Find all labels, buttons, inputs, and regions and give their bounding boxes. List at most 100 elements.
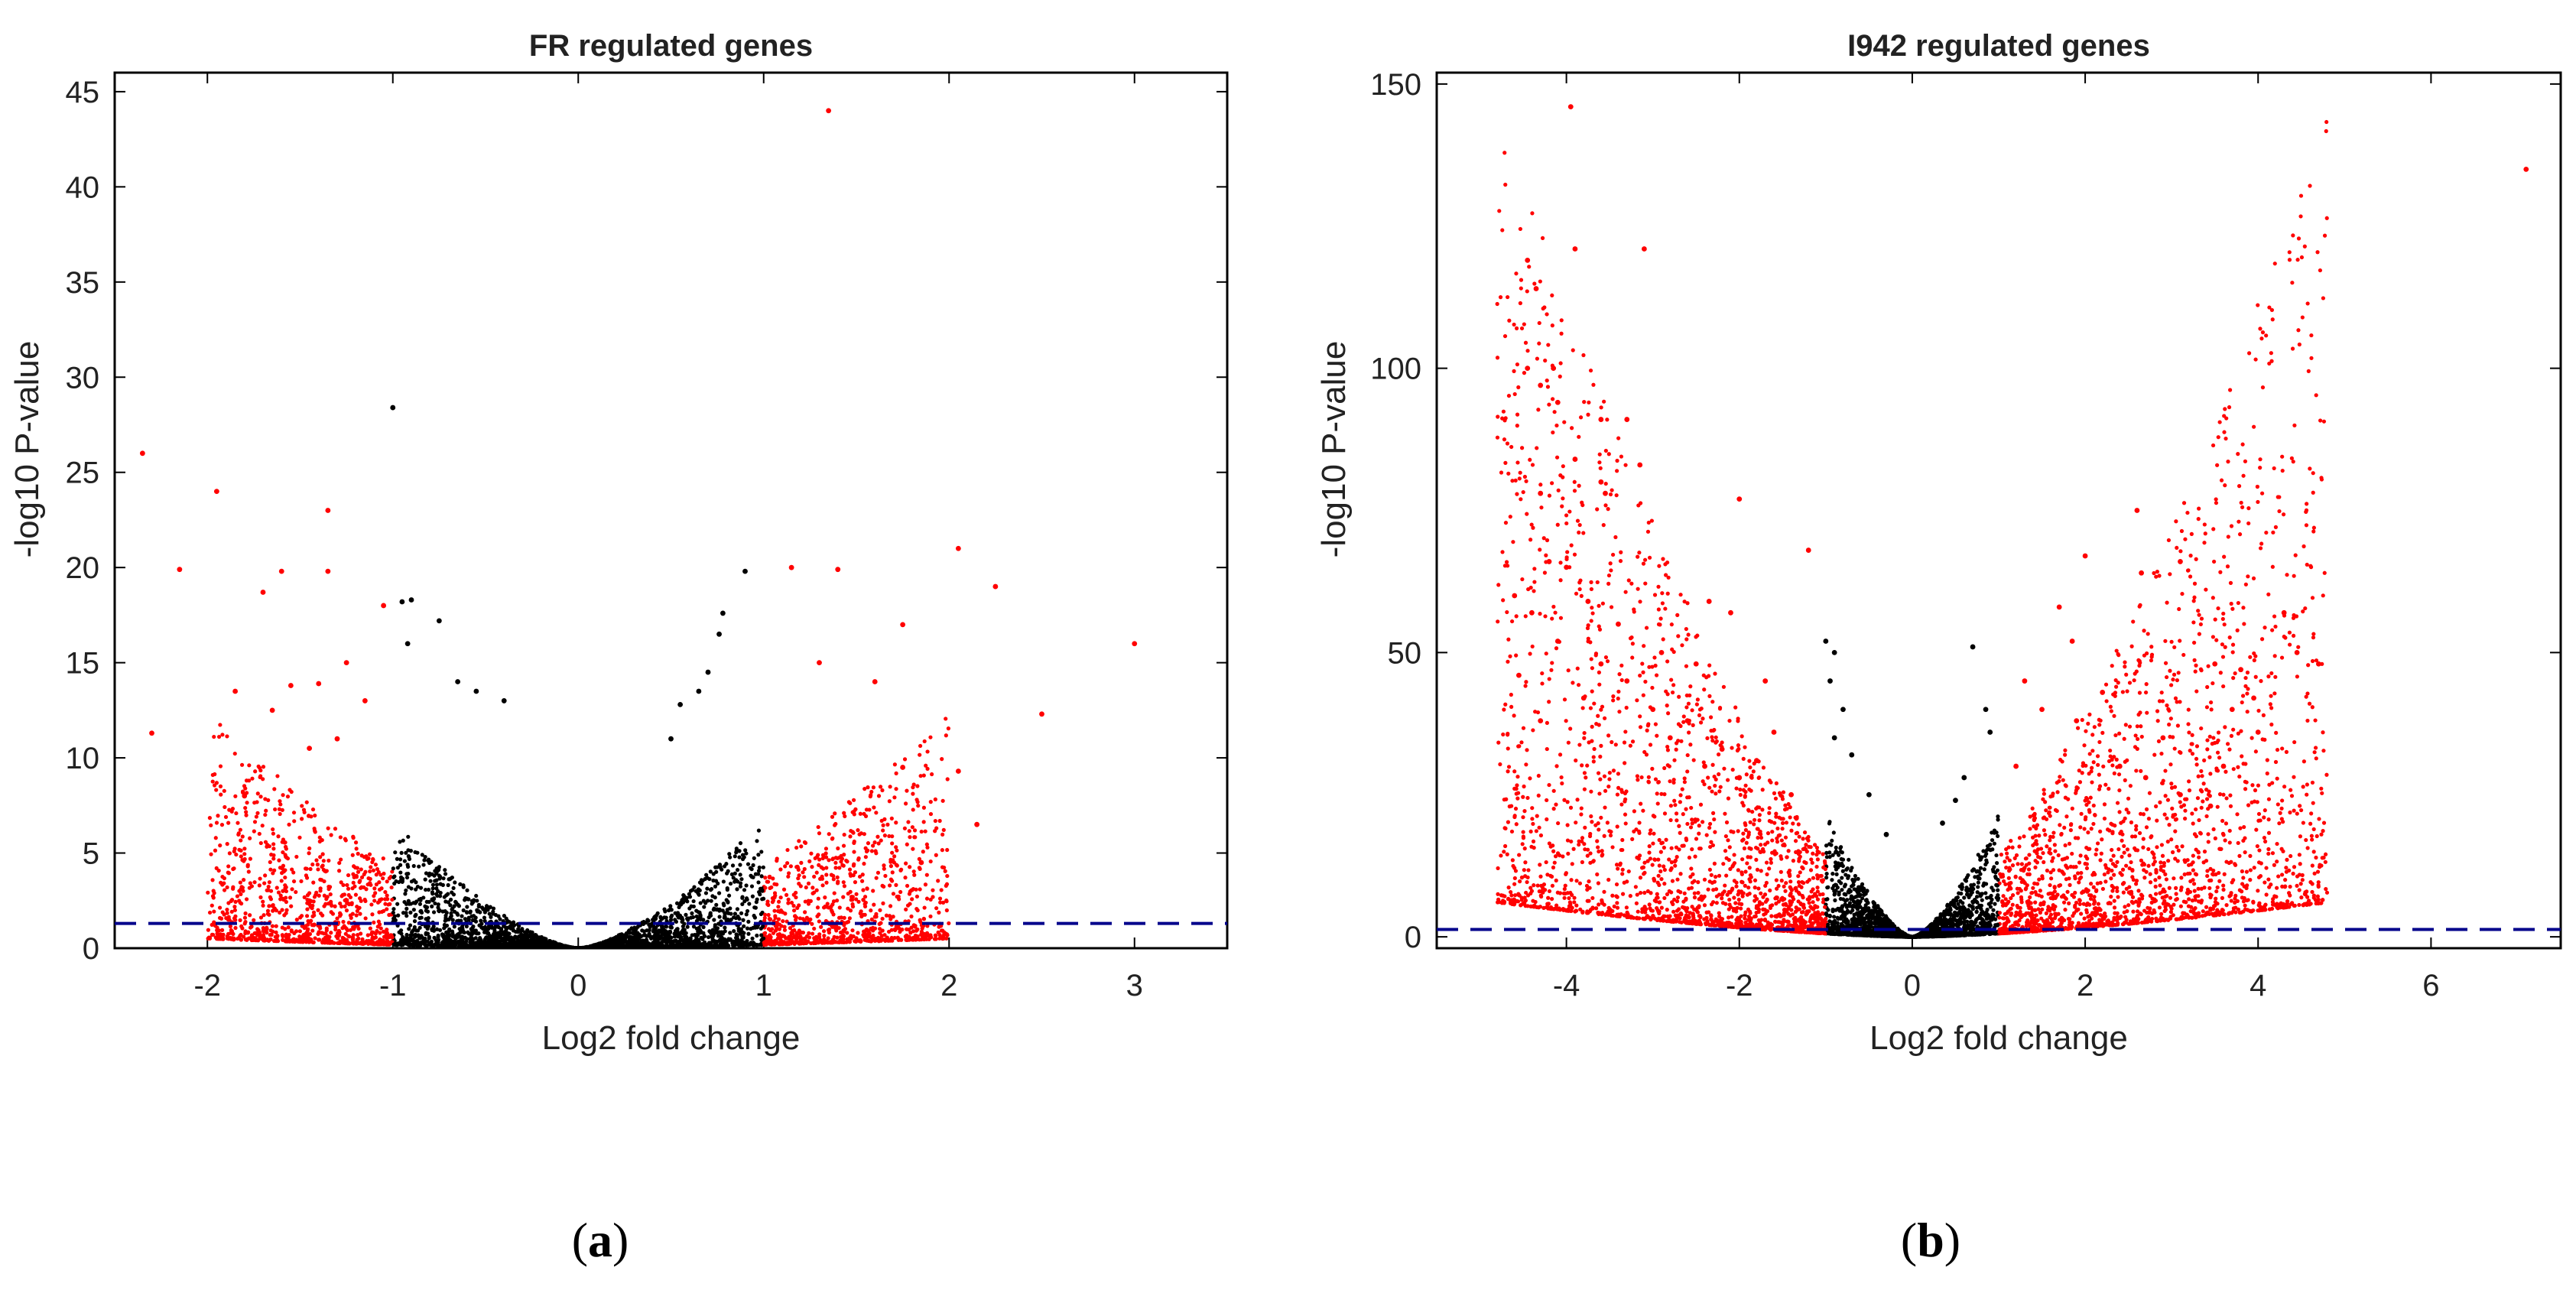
gene-point	[219, 823, 225, 827]
gene-point	[782, 928, 788, 932]
gene-point	[921, 805, 927, 810]
y-tick-label: 10	[66, 742, 100, 775]
gene-point	[728, 881, 733, 886]
gene-point	[849, 895, 854, 899]
gene-point	[842, 832, 846, 837]
gene-point	[890, 879, 895, 883]
gene-point	[713, 865, 718, 869]
gene-point	[738, 841, 743, 846]
gene-point	[253, 936, 258, 941]
gene-point	[304, 866, 309, 871]
gene-point	[914, 894, 920, 899]
gene-point	[427, 860, 432, 866]
gene-point	[414, 912, 418, 917]
gene-point	[866, 938, 871, 944]
gene-point	[937, 910, 941, 915]
gene-point	[941, 827, 946, 833]
gene-point	[291, 879, 297, 884]
gene-point	[473, 918, 477, 923]
gene-point	[341, 941, 346, 945]
gene-point	[511, 927, 515, 931]
gene-point	[909, 914, 914, 919]
gene-point	[255, 811, 260, 815]
gene-point	[219, 928, 225, 932]
gene-point	[272, 787, 277, 791]
gene-point	[532, 940, 537, 944]
gene-point	[461, 908, 466, 913]
gene-point	[911, 869, 916, 874]
gene-point	[475, 898, 479, 903]
gene-point	[248, 856, 252, 861]
gene-point	[642, 919, 646, 924]
gene-point	[750, 936, 755, 941]
gene-point	[334, 934, 339, 939]
gene-point	[227, 807, 232, 812]
gene-point	[369, 902, 374, 907]
gene-point	[240, 834, 245, 839]
gene-point	[880, 916, 885, 921]
gene-point	[365, 939, 369, 944]
gene-point	[453, 880, 457, 885]
gene-point	[229, 909, 234, 914]
gene-point	[397, 930, 401, 934]
gene-point	[213, 772, 217, 777]
gene-point	[435, 893, 440, 898]
gene-point	[255, 927, 260, 931]
gene-point	[370, 859, 375, 865]
gene-point	[229, 898, 235, 902]
gene-point	[876, 841, 881, 846]
gene-point	[242, 852, 247, 856]
gene-point	[407, 856, 412, 861]
gene-point	[242, 846, 247, 851]
gene-point	[813, 856, 817, 861]
gene-point	[237, 898, 242, 903]
gene-point	[768, 885, 772, 891]
gene-point	[725, 908, 729, 912]
gene-point	[823, 895, 827, 900]
gene-point	[862, 787, 867, 791]
gene-point	[386, 902, 391, 907]
gene-point	[849, 828, 853, 833]
gene-point	[776, 899, 781, 904]
gene-point	[461, 930, 466, 934]
gene-point	[864, 807, 869, 812]
gene-point	[375, 924, 380, 929]
gene-point	[368, 881, 372, 885]
gene-point	[791, 908, 797, 913]
gene-point	[741, 918, 746, 922]
gene-point	[640, 938, 645, 943]
gene-point	[857, 939, 862, 944]
gene-point	[431, 897, 437, 902]
gene-point	[630, 931, 635, 935]
gene-point	[478, 935, 482, 941]
gene-point	[756, 869, 762, 873]
gene-point	[292, 939, 297, 944]
gene-point	[940, 848, 944, 853]
gene-point	[301, 935, 307, 940]
gene-point	[383, 902, 388, 906]
gene-point	[880, 883, 885, 888]
gene-point	[261, 903, 265, 908]
gene-point	[218, 764, 223, 768]
gene-point	[223, 814, 229, 820]
gene-point	[720, 867, 724, 872]
gene-point	[785, 861, 790, 866]
gene-point	[862, 904, 868, 908]
gene-point	[441, 876, 446, 881]
gene-point	[248, 925, 253, 930]
gene-point	[906, 820, 911, 824]
gene-point	[357, 941, 362, 946]
gene-point	[750, 894, 755, 898]
gene-point	[424, 917, 428, 921]
gene-point	[252, 801, 257, 805]
gene-point	[363, 869, 368, 874]
gene-point	[793, 918, 798, 922]
gene-point	[857, 874, 862, 879]
gene-point	[280, 871, 284, 876]
gene-point	[915, 784, 920, 788]
gene-point	[351, 872, 356, 876]
gene-point	[553, 941, 557, 946]
gene-point	[341, 919, 346, 924]
gene-point	[510, 922, 515, 927]
gene-point	[333, 924, 338, 929]
